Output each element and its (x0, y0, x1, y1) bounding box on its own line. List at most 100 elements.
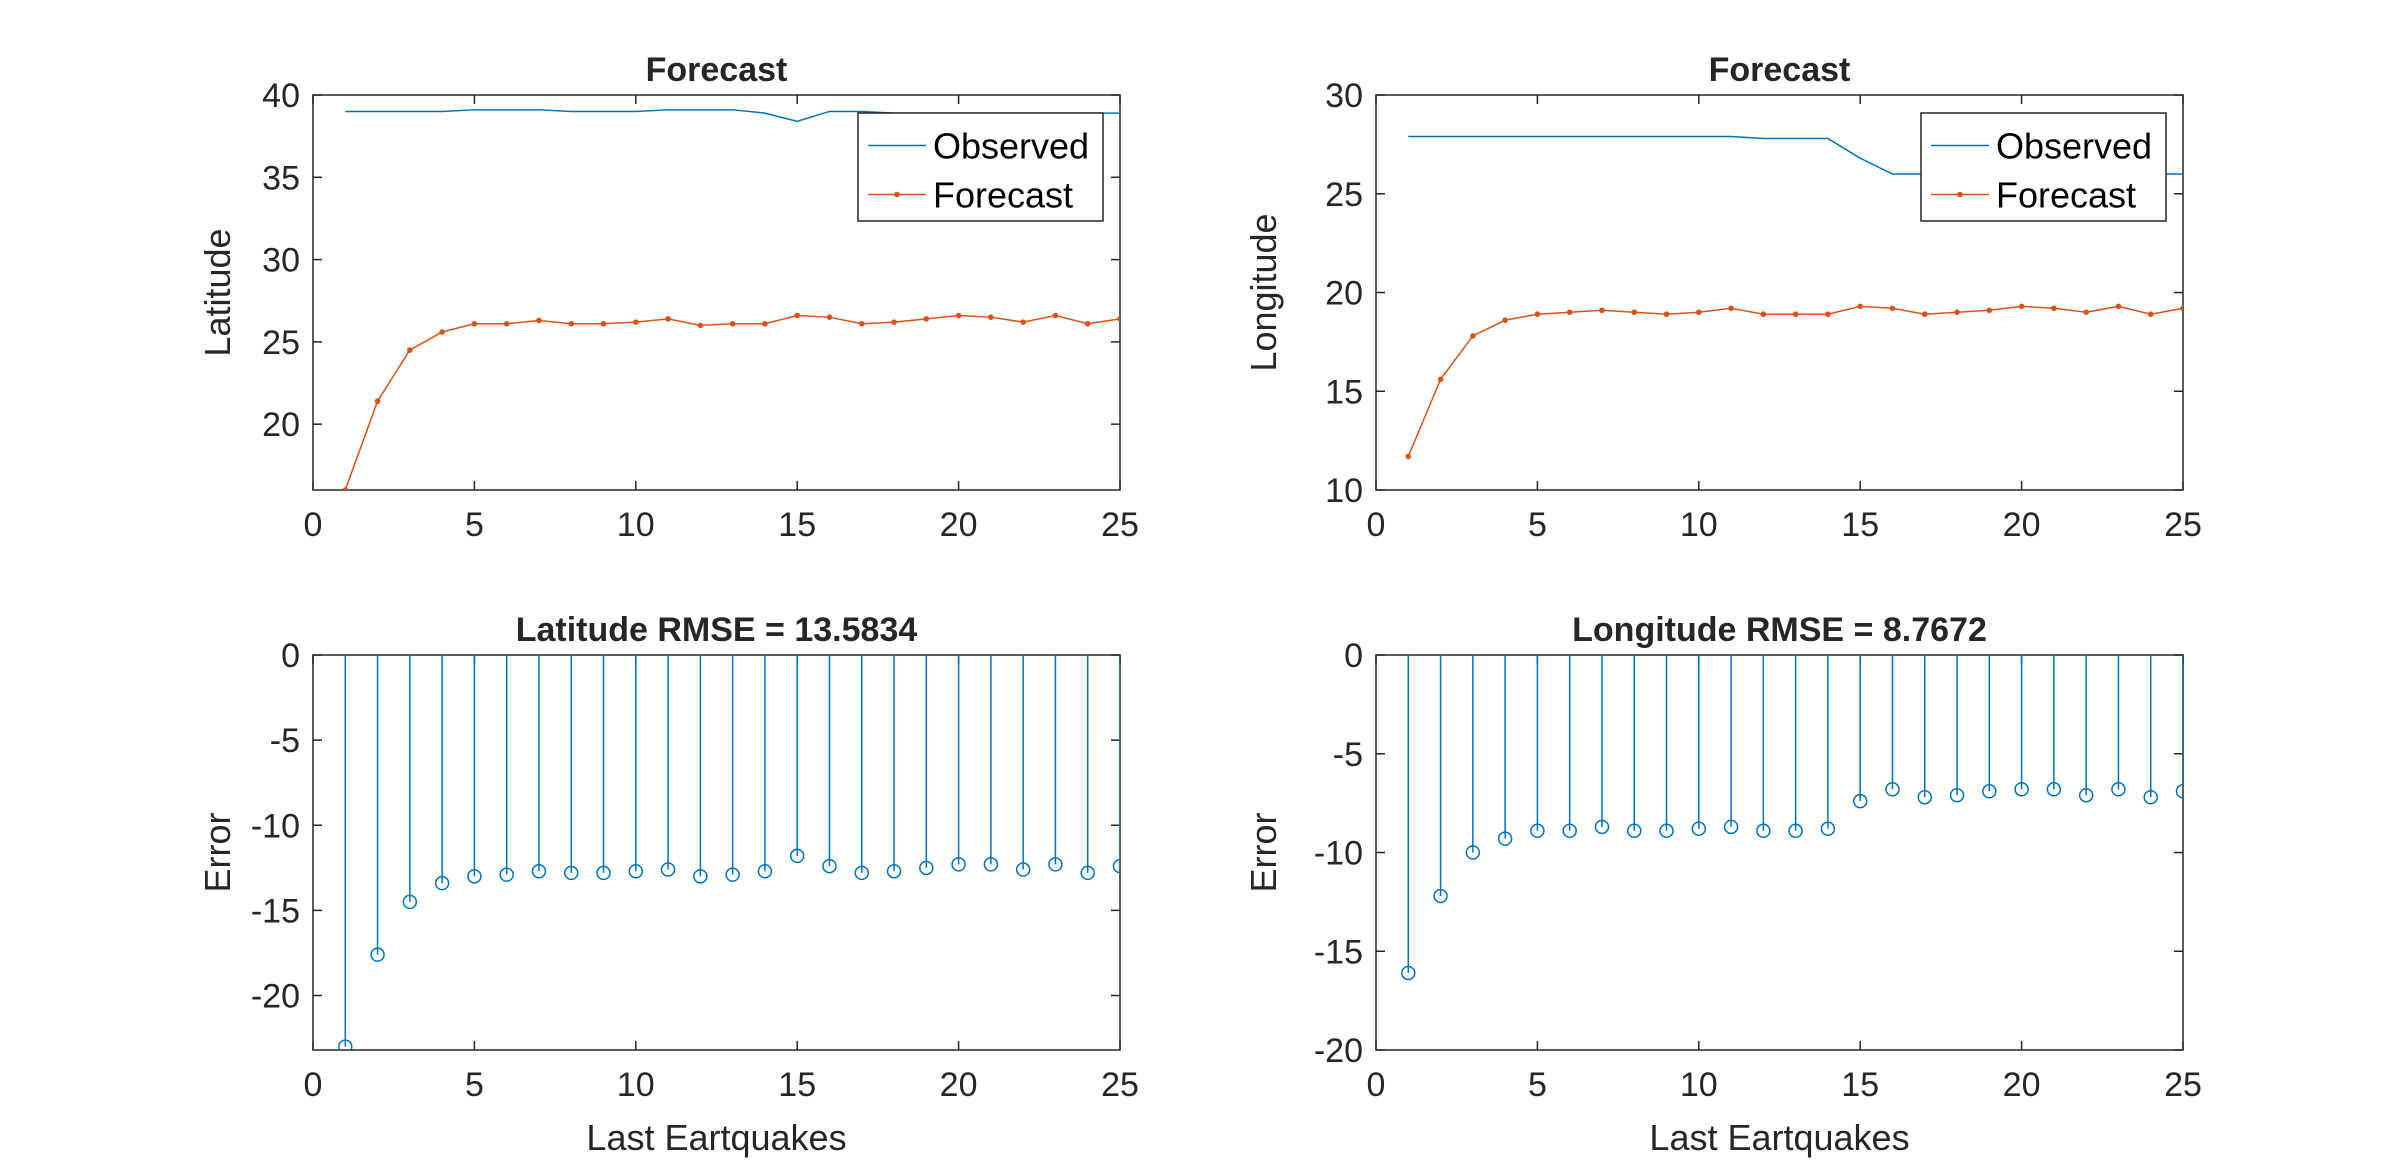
x-tick-label: 25 (1101, 1066, 1139, 1104)
stem-marker (596, 865, 611, 881)
x-tick-label: 20 (2003, 1066, 2041, 1104)
y-tick-label: -20 (1314, 1032, 1363, 1070)
stem-marker (1015, 862, 1031, 877)
series-point (891, 319, 897, 325)
x-tick-label: 25 (2164, 506, 2202, 544)
series-point (536, 317, 542, 324)
chart-title: Longitude RMSE = 8.7672 (1572, 611, 1987, 649)
x-tick-label: 20 (940, 1066, 978, 1104)
x-tick-label: 25 (2164, 1066, 2202, 1104)
x-tick-label: 20 (940, 506, 978, 544)
stem-marker (1852, 793, 1868, 809)
x-tick-label: 10 (617, 506, 655, 544)
series-point (697, 322, 704, 329)
stem-marker (1465, 845, 1481, 860)
x-tick-label: 5 (1528, 1066, 1547, 1104)
series-point (1052, 312, 1059, 319)
series-point (729, 320, 736, 327)
y-tick-label: -5 (270, 722, 300, 760)
x-axis-label: Last Eartquakes (1649, 1117, 1909, 1158)
chart-longitude-error: 0 5 10 15 20 25 -20 -15 -10 -5 0 Longitude RMSE = 8… (1243, 611, 2202, 1158)
stem-marker (660, 862, 676, 877)
series-point (471, 320, 478, 327)
legend-label: Observed (1996, 126, 2152, 167)
x-tick-label: 15 (778, 506, 816, 544)
stem-marker (1433, 888, 1448, 904)
series-point (342, 487, 349, 490)
stem-marker (628, 863, 644, 879)
stem-marker (983, 857, 999, 872)
stem-marker (1982, 784, 1997, 799)
x-tick-label: 5 (1528, 506, 1547, 544)
series-point (1986, 307, 1993, 314)
series-point (2147, 311, 2154, 318)
series-point (1084, 320, 1091, 327)
y-tick-label: -20 (251, 978, 300, 1016)
stem-marker (725, 867, 740, 882)
series-point (1534, 311, 1541, 318)
series-point (826, 314, 833, 320)
series-point (762, 320, 768, 327)
chart-title: Latitude RMSE = 13.5834 (516, 611, 918, 649)
legend-label: Forecast (933, 175, 1073, 216)
stem-marker (1949, 787, 1965, 803)
legend: Observed Forecast (857, 112, 1104, 222)
stem-marker (1788, 823, 1803, 839)
series-point (1663, 311, 1670, 318)
stem-marker (1756, 823, 1771, 839)
series-point (1792, 311, 1799, 318)
stem-marker (789, 848, 805, 864)
series-point (568, 320, 575, 327)
chart-longitude-forecast: 0 5 10 15 20 25 10 15 20 25 30 Forecast Longitude Obs… (1243, 51, 2202, 544)
stem-marker (693, 869, 708, 884)
chart-title: Forecast (646, 51, 788, 89)
stem-marker (1659, 823, 1674, 839)
series-point (600, 320, 607, 327)
y-tick-label: -15 (251, 892, 300, 930)
series-point (1889, 305, 1896, 312)
y-axis-label: Latitude (197, 228, 238, 356)
x-tick-label: 5 (465, 506, 484, 544)
series-point (1405, 453, 1412, 460)
stem-marker (2046, 782, 2062, 797)
series-point (1631, 309, 1638, 316)
series-point (858, 320, 865, 327)
x-tick-label: 10 (1680, 506, 1718, 544)
series-point (2083, 309, 2089, 316)
x-tick-label: 0 (304, 506, 323, 544)
y-tick-label: 10 (1325, 472, 1363, 510)
series-point (1566, 309, 1573, 316)
stem-marker (499, 867, 514, 882)
chart-latitude-error: 0 5 10 15 20 25 -20 -15 -10 -5 0 Latitude RMSE = 13… (197, 611, 1139, 1158)
y-tick-label: -10 (251, 807, 300, 845)
y-tick-label: -5 (1333, 736, 1363, 774)
x-tick-label: 15 (1841, 506, 1879, 544)
stem-marker (822, 858, 837, 874)
x-tick-label: 10 (617, 1066, 655, 1104)
stem-marker (1820, 821, 1836, 837)
stem-marker (563, 865, 579, 881)
y-tick-label: -15 (1314, 933, 1363, 971)
stem-marker (1497, 831, 1513, 846)
y-tick-label: 40 (262, 77, 300, 115)
stem-marker (886, 863, 902, 879)
y-tick-label: 0 (1344, 637, 1363, 675)
y-tick-label: 25 (1325, 176, 1363, 214)
x-tick-label: 0 (304, 1066, 323, 1104)
y-axis-label: Error (1243, 812, 1284, 892)
stem-marker (2143, 789, 2158, 805)
axes-box (312, 654, 1121, 1051)
stem-marker (1112, 858, 1120, 874)
stem-marker (2111, 782, 2126, 797)
plot-area (338, 655, 1120, 1050)
x-tick-label: 15 (778, 1066, 816, 1104)
series-point (794, 312, 800, 319)
x-tick-label: 25 (1101, 506, 1139, 544)
stem-marker (467, 869, 482, 884)
series-point (2115, 303, 2122, 310)
stem-marker (1723, 819, 1739, 835)
stem-marker (370, 947, 385, 962)
series-point (374, 398, 381, 404)
series-point (1117, 316, 1120, 322)
series-point (988, 314, 994, 320)
